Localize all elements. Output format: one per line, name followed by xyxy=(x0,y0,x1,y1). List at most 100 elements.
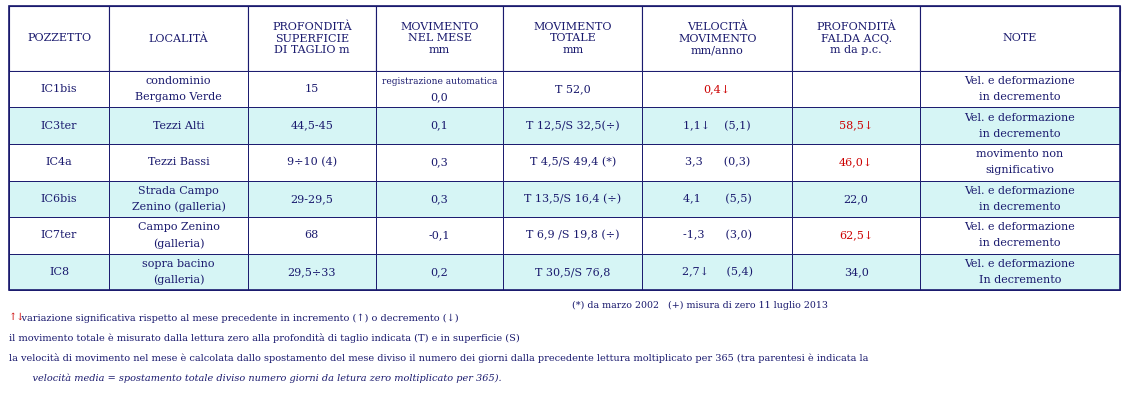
Text: PROFONDITÀ
FALDA ACQ.
m da p.c.: PROFONDITÀ FALDA ACQ. m da p.c. xyxy=(816,22,896,55)
Text: in decremento: in decremento xyxy=(979,238,1061,248)
FancyBboxPatch shape xyxy=(920,217,1120,254)
Text: variazione significativa rispetto al mese precedente in incremento (↑) o decreme: variazione significativa rispetto al mes… xyxy=(9,313,458,323)
FancyBboxPatch shape xyxy=(504,254,642,290)
FancyBboxPatch shape xyxy=(793,71,920,107)
Text: IC8: IC8 xyxy=(49,267,69,277)
FancyBboxPatch shape xyxy=(642,71,793,107)
FancyBboxPatch shape xyxy=(920,107,1120,144)
Text: condominio: condominio xyxy=(146,76,211,86)
Text: 29,5÷33: 29,5÷33 xyxy=(288,267,336,277)
Text: 44,5-45: 44,5-45 xyxy=(290,121,333,131)
Text: -0,1: -0,1 xyxy=(429,230,450,240)
FancyBboxPatch shape xyxy=(920,144,1120,181)
Text: In decremento: In decremento xyxy=(979,275,1061,285)
FancyBboxPatch shape xyxy=(504,107,642,144)
Text: ↑↓: ↑↓ xyxy=(9,313,25,322)
Text: movimento non: movimento non xyxy=(977,149,1064,159)
FancyBboxPatch shape xyxy=(793,254,920,290)
FancyBboxPatch shape xyxy=(376,181,504,217)
Text: 9÷10 (4): 9÷10 (4) xyxy=(287,157,336,167)
FancyBboxPatch shape xyxy=(504,144,642,181)
Text: 0,3: 0,3 xyxy=(430,194,448,204)
FancyBboxPatch shape xyxy=(248,144,376,181)
Text: Tezzi Alti: Tezzi Alti xyxy=(152,121,204,131)
FancyBboxPatch shape xyxy=(9,107,110,144)
FancyBboxPatch shape xyxy=(793,6,920,71)
FancyBboxPatch shape xyxy=(248,107,376,144)
Text: 58,5↓: 58,5↓ xyxy=(839,121,873,131)
FancyBboxPatch shape xyxy=(920,254,1120,290)
Text: (galleria): (galleria) xyxy=(152,275,204,285)
Text: 0,3: 0,3 xyxy=(430,157,448,167)
Text: 0,1: 0,1 xyxy=(430,121,448,131)
FancyBboxPatch shape xyxy=(376,254,504,290)
FancyBboxPatch shape xyxy=(920,6,1120,71)
FancyBboxPatch shape xyxy=(9,181,110,217)
FancyBboxPatch shape xyxy=(793,181,920,217)
FancyBboxPatch shape xyxy=(793,107,920,144)
Text: Strada Campo: Strada Campo xyxy=(138,186,219,196)
FancyBboxPatch shape xyxy=(248,6,376,71)
Text: T 13,5/S 16,4 (÷): T 13,5/S 16,4 (÷) xyxy=(524,194,621,204)
Text: PROFONDITÀ
SUPERFICIE
DI TAGLIO m: PROFONDITÀ SUPERFICIE DI TAGLIO m xyxy=(272,22,351,55)
Text: 4,1       (5,5): 4,1 (5,5) xyxy=(683,194,752,204)
FancyBboxPatch shape xyxy=(376,144,504,181)
FancyBboxPatch shape xyxy=(248,217,376,254)
Text: T 12,5/S 32,5(÷): T 12,5/S 32,5(÷) xyxy=(526,121,620,131)
Text: 3,3      (0,3): 3,3 (0,3) xyxy=(684,157,750,167)
FancyBboxPatch shape xyxy=(504,181,642,217)
FancyBboxPatch shape xyxy=(9,6,110,71)
Text: Vel. e deformazione: Vel. e deformazione xyxy=(964,259,1075,269)
Text: Vel. e deformazione: Vel. e deformazione xyxy=(964,223,1075,233)
Text: il movimento totale è misurato dalla lettura zero alla profondità di taglio indi: il movimento totale è misurato dalla let… xyxy=(9,333,519,343)
Text: 29-29,5: 29-29,5 xyxy=(290,194,333,204)
FancyBboxPatch shape xyxy=(642,217,793,254)
Text: registrazione automatica: registrazione automatica xyxy=(382,77,497,86)
Text: 1,1↓    (5,1): 1,1↓ (5,1) xyxy=(683,121,751,131)
Text: MOVIMENTO
NEL MESE
mm: MOVIMENTO NEL MESE mm xyxy=(401,22,479,55)
Text: Zenino (galleria): Zenino (galleria) xyxy=(131,201,226,212)
FancyBboxPatch shape xyxy=(376,217,504,254)
FancyBboxPatch shape xyxy=(9,71,110,107)
Text: IC4a: IC4a xyxy=(45,157,72,167)
Text: 62,5↓: 62,5↓ xyxy=(839,230,873,240)
Text: 34,0: 34,0 xyxy=(843,267,868,277)
FancyBboxPatch shape xyxy=(376,71,504,107)
Text: in decremento: in decremento xyxy=(979,202,1061,212)
Text: sopra bacino: sopra bacino xyxy=(142,259,215,269)
Text: IC1bis: IC1bis xyxy=(41,84,78,94)
Text: -1,3      (3,0): -1,3 (3,0) xyxy=(683,230,752,240)
FancyBboxPatch shape xyxy=(248,71,376,107)
Text: POZZETTO: POZZETTO xyxy=(27,33,91,44)
Text: 0,2: 0,2 xyxy=(430,267,448,277)
FancyBboxPatch shape xyxy=(110,107,248,144)
FancyBboxPatch shape xyxy=(642,181,793,217)
FancyBboxPatch shape xyxy=(642,144,793,181)
Text: significativo: significativo xyxy=(986,165,1054,175)
Text: 2,7↓     (5,4): 2,7↓ (5,4) xyxy=(682,267,753,277)
Text: (galleria): (galleria) xyxy=(152,238,204,249)
Text: 22,0: 22,0 xyxy=(843,194,868,204)
Text: Bergamo Verde: Bergamo Verde xyxy=(135,92,221,102)
FancyBboxPatch shape xyxy=(920,71,1120,107)
Text: Vel. e deformazione: Vel. e deformazione xyxy=(964,76,1075,86)
FancyBboxPatch shape xyxy=(110,254,248,290)
Text: Campo Zenino: Campo Zenino xyxy=(138,223,219,233)
Text: Vel. e deformazione: Vel. e deformazione xyxy=(964,186,1075,196)
FancyBboxPatch shape xyxy=(504,71,642,107)
FancyBboxPatch shape xyxy=(110,6,248,71)
FancyBboxPatch shape xyxy=(376,107,504,144)
Text: IC3ter: IC3ter xyxy=(41,121,77,131)
FancyBboxPatch shape xyxy=(9,144,110,181)
Text: 15: 15 xyxy=(305,84,318,94)
Text: 46,0↓: 46,0↓ xyxy=(839,157,873,167)
FancyBboxPatch shape xyxy=(248,181,376,217)
Text: NOTE: NOTE xyxy=(1003,33,1038,44)
FancyBboxPatch shape xyxy=(504,6,642,71)
Text: Vel. e deformazione: Vel. e deformazione xyxy=(964,113,1075,123)
Text: la velocità di movimento nel mese è calcolata dallo spostamento del mese diviso : la velocità di movimento nel mese è calc… xyxy=(9,353,868,363)
Text: T 4,5/S 49,4 (*): T 4,5/S 49,4 (*) xyxy=(530,157,616,167)
Text: 68: 68 xyxy=(305,230,318,240)
FancyBboxPatch shape xyxy=(920,181,1120,217)
Text: T 30,5/S 76,8: T 30,5/S 76,8 xyxy=(535,267,611,277)
